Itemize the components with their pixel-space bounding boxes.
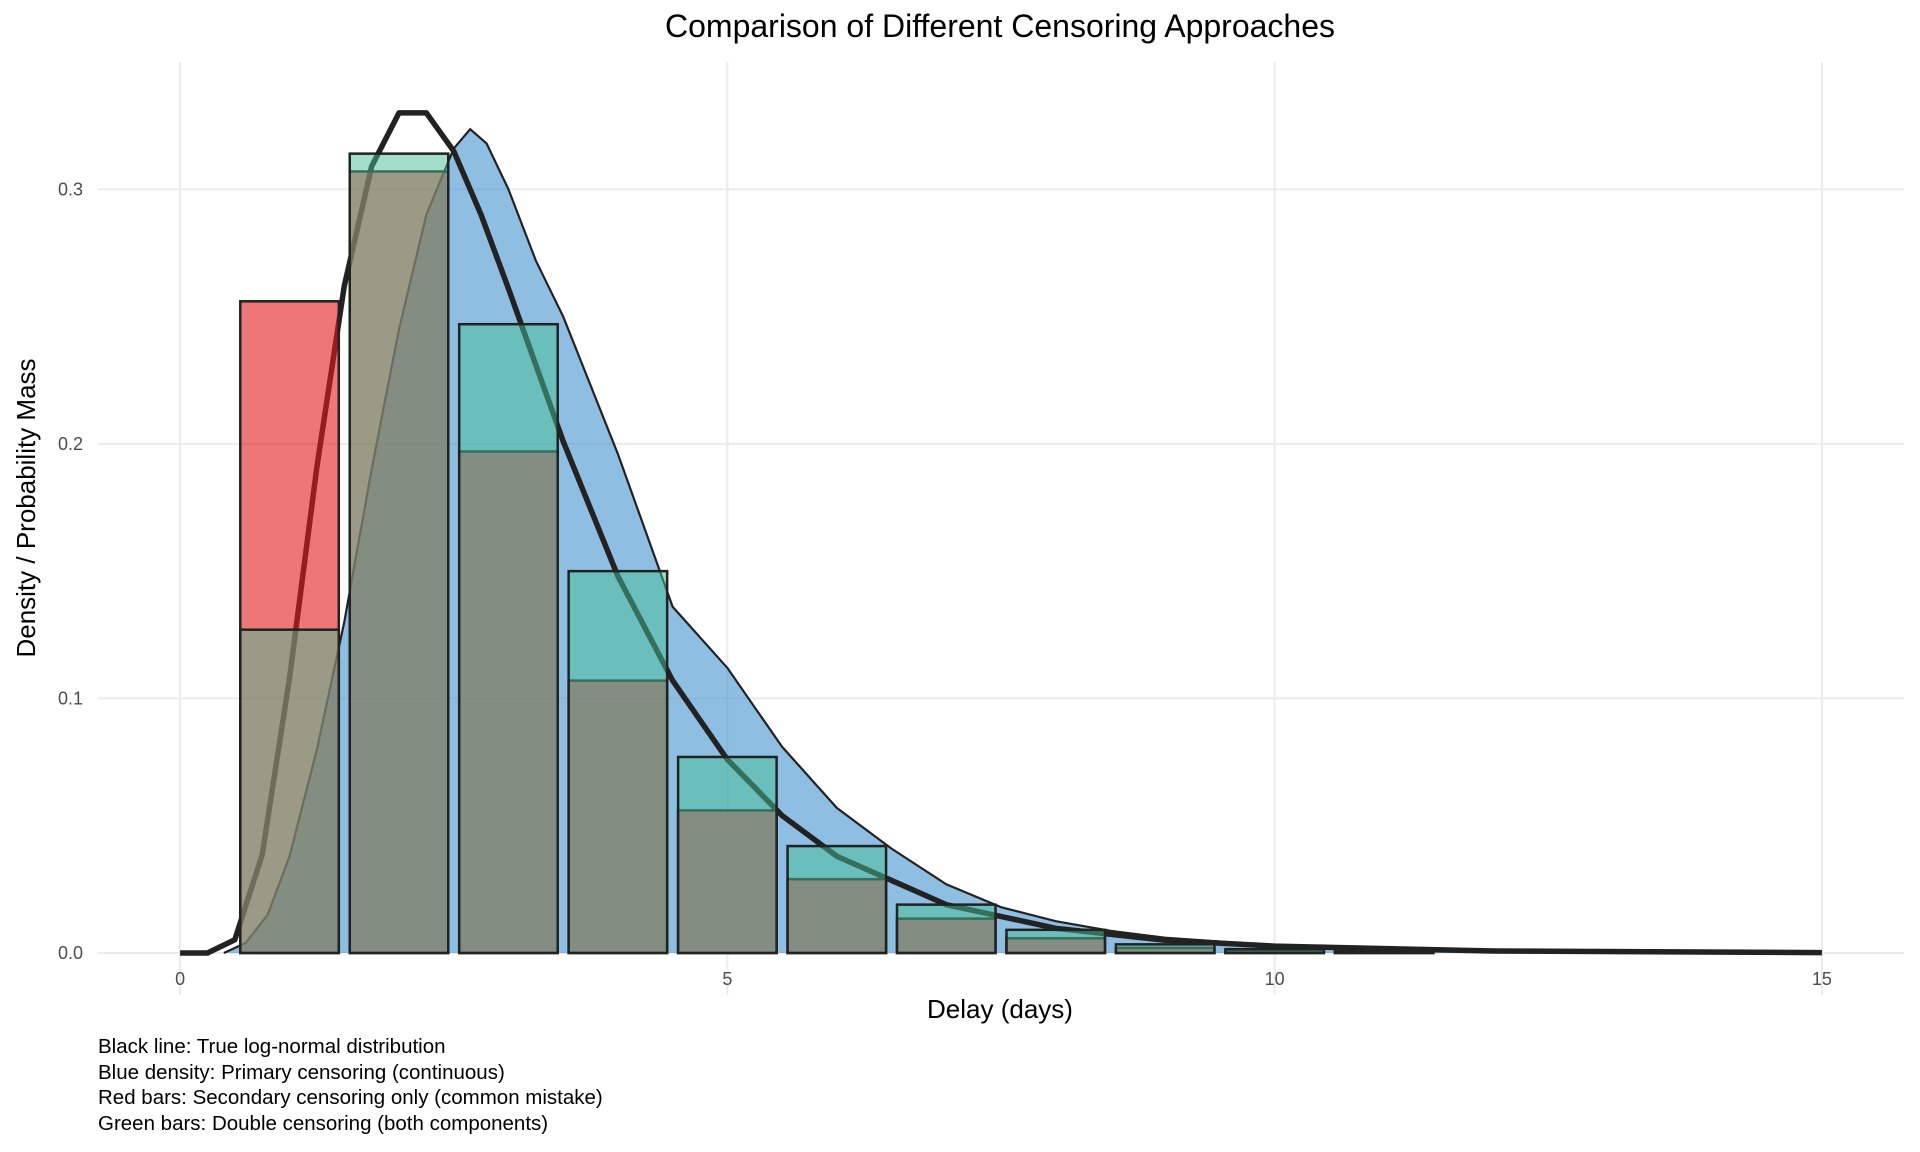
double-censoring-bar [676,755,778,955]
caption-line: Red bars: Secondary censoring only (comm… [98,1086,603,1109]
double-censoring-bar [786,844,888,955]
caption: Black line: True log-normal distribution… [98,1034,603,1136]
double-censoring-bar [1114,943,1216,955]
chart-title: Comparison of Different Censoring Approa… [665,8,1335,44]
caption-line: Blue density: Primary censoring (continu… [98,1060,505,1084]
double-censoring-bar [567,569,669,955]
double-censoring-bar [348,152,450,955]
x-tick-label: 5 [722,969,732,989]
y-tick-label: 0.0 [58,943,83,963]
tick-labels: 0 5 10 15 0.0 0.1 0.2 0.3 [58,179,1832,989]
double-censoring-bar [1333,949,1435,955]
bars-layer [239,152,1435,955]
double-censoring-bar [1224,947,1326,955]
x-tick-label: 15 [1812,969,1832,989]
double-censoring-bar [1005,928,1107,955]
y-tick-label: 0.2 [58,434,83,454]
x-tick-label: 0 [175,969,185,989]
y-tick-label: 0.3 [58,179,83,199]
caption-line: Black line: True log-normal distribution [98,1035,446,1058]
double-censoring-bar [895,903,997,955]
double-censoring-bar [239,628,341,955]
y-axis-title: Density / Probability Mass [11,358,41,657]
y-tick-label: 0.1 [58,688,83,708]
caption-line: Green bars: Double censoring (both compo… [98,1111,549,1135]
x-tick-label: 10 [1265,969,1285,989]
double-censoring-bar [457,322,559,955]
x-axis-title: Delay (days) [927,994,1073,1024]
